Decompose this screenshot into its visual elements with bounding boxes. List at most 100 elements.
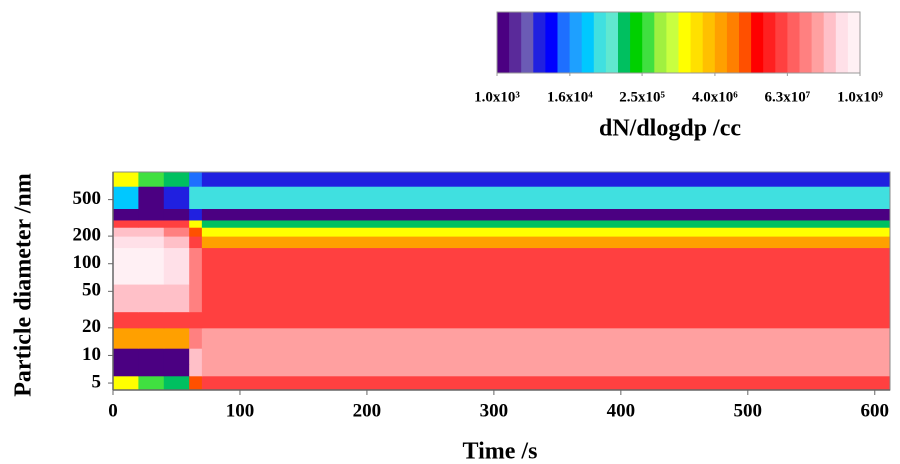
heatmap-cell (163, 247, 190, 285)
heatmap-cell (163, 348, 190, 365)
colorbar-swatch (593, 12, 607, 73)
colorbar-tick-label: 2.5x10⁵ (619, 89, 665, 105)
y-tick-label: 20 (82, 316, 101, 337)
y-tick-label: 10 (82, 344, 101, 365)
heatmap-cell (201, 375, 891, 391)
colorbar-tick-label: 1.0x10³ (474, 89, 520, 105)
heatmap-cell (138, 375, 165, 391)
colorbar-swatch (726, 12, 740, 73)
heatmap-cell (113, 227, 139, 237)
x-tick-label: 0 (108, 400, 118, 421)
colorbar-swatch (605, 12, 619, 73)
colorbar-tick-label: 1.6x10⁴ (547, 89, 593, 105)
colorbar-swatch (751, 12, 764, 73)
colorbar-swatch (545, 12, 558, 73)
colorbar-swatch (823, 12, 837, 73)
heatmap-cell (163, 364, 190, 377)
heatmap-cell (113, 311, 139, 329)
heatmap-cell (138, 327, 165, 349)
x-tick-label: 300 (480, 400, 509, 421)
heatmap-cell (113, 327, 139, 349)
heatmap-cell (201, 172, 891, 187)
heatmap-cell (189, 236, 203, 249)
heatmap-cell (163, 227, 190, 237)
y-tick-label: 500 (73, 188, 102, 209)
heatmap-cell (163, 236, 190, 249)
heatmap-cell (201, 311, 891, 329)
colorbar-swatch (666, 12, 679, 73)
heatmap-cell (201, 364, 891, 377)
y-axis-title: Particle diameter /nm (11, 173, 37, 396)
colorbar-swatch (787, 12, 800, 73)
heatmap-cell (138, 364, 165, 377)
colorbar-title: dN/dlogdp /cc (599, 116, 741, 142)
heatmap-cell (113, 375, 139, 391)
colorbar-swatch (630, 12, 643, 73)
heatmap-cell (163, 186, 190, 209)
heatmap-cell (201, 236, 891, 249)
heatmap-cell (201, 284, 891, 313)
colorbar-swatch (811, 12, 825, 73)
colorbar-swatch (835, 12, 849, 73)
colorbar-swatch (690, 12, 704, 73)
heatmap-cell (138, 219, 165, 228)
colorbar-swatch (509, 12, 522, 73)
heatmap-cell (113, 364, 139, 377)
heatmap-cell (138, 236, 165, 249)
heatmap-cell (189, 375, 203, 391)
colorbar-swatch (775, 12, 788, 73)
y-tick-label: 100 (73, 252, 102, 273)
colorbar-swatch (497, 12, 510, 73)
x-tick-label: 600 (861, 400, 890, 421)
heatmap-cell (163, 208, 190, 221)
heatmap-cell (201, 348, 891, 365)
x-tick-label: 200 (353, 400, 382, 421)
heatmap-cell (163, 375, 190, 391)
heatmap-cell (163, 311, 190, 329)
heatmap-cell (138, 284, 165, 313)
colorbar-swatch (569, 12, 583, 73)
heatmap-cell (189, 348, 203, 365)
colorbar-tick-label: 4.0x10⁶ (692, 89, 738, 105)
x-tick-label: 100 (226, 400, 255, 421)
heatmap-cell (163, 219, 190, 228)
heatmap-cell (189, 208, 203, 221)
heatmap-cell (189, 327, 203, 349)
heatmap-cell (113, 219, 139, 228)
heatmap-cell (189, 172, 203, 187)
colorbar-swatch (763, 12, 776, 73)
colorbar-swatch (642, 12, 655, 73)
y-tick-label: 200 (73, 224, 102, 245)
heatmap-cell (189, 284, 203, 313)
colorbar-swatch (618, 12, 631, 73)
heatmap-cell (189, 364, 203, 377)
x-axis-title: Time /s (463, 439, 538, 464)
heatmap-cell (138, 311, 165, 329)
heatmap-cell (189, 186, 203, 209)
colorbar-swatch (581, 12, 595, 73)
heatmap-cell (113, 186, 139, 209)
heatmap-cell (163, 284, 190, 313)
y-tick-label: 5 (92, 371, 102, 392)
heatmap-cell (201, 219, 891, 228)
heatmap-cell (138, 172, 165, 187)
colorbar-swatch (714, 12, 728, 73)
heatmap-cell (201, 247, 891, 285)
x-tick-label: 400 (607, 400, 636, 421)
colorbar-swatch (654, 12, 667, 73)
heatmap-cell (113, 208, 139, 221)
heatmap-cell (113, 348, 139, 365)
heatmap-cell (189, 247, 203, 285)
heatmap-cell (113, 172, 139, 187)
heatmap-cell (163, 327, 190, 349)
heatmap-cell (113, 284, 139, 313)
heatmap-cell (189, 311, 203, 329)
x-tick-label: 500 (734, 400, 763, 421)
heatmap-cell (201, 186, 891, 209)
colorbar-tick-label: 6.3x10⁷ (764, 89, 810, 105)
colorbar-swatch (521, 12, 534, 73)
heatmap-cell (138, 247, 165, 285)
colorbar-swatch (847, 12, 861, 73)
colorbar-frame (496, 11, 861, 74)
heatmap-cell (138, 348, 165, 365)
